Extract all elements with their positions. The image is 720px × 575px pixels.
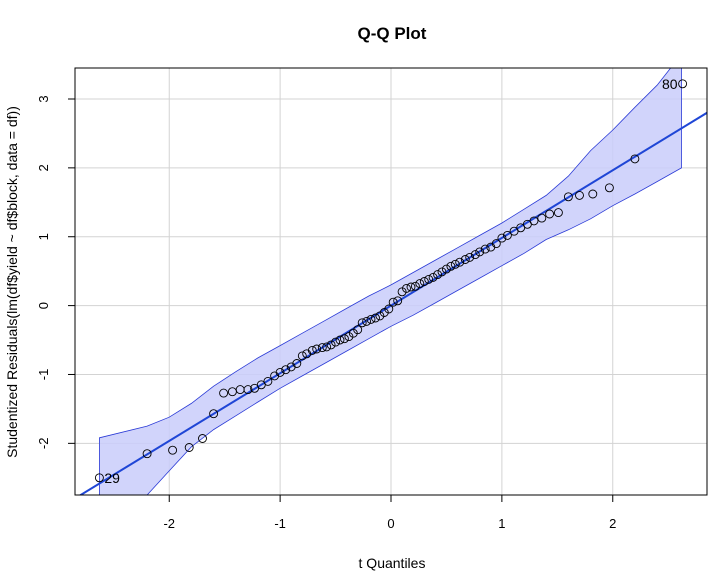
data-point xyxy=(537,213,547,223)
x-axis-ticks: -2 -1 0 1 2 xyxy=(163,495,616,531)
data-point xyxy=(339,334,349,344)
x-tick-label: -2 xyxy=(163,516,175,531)
data-point xyxy=(678,79,688,89)
y-axis-ticks: -2 -1 0 1 2 3 xyxy=(36,95,75,449)
data-point xyxy=(219,388,229,398)
confidence-band xyxy=(99,68,682,495)
data-point xyxy=(441,264,451,274)
data-point xyxy=(335,335,345,345)
data-point xyxy=(322,342,332,352)
data-point xyxy=(437,267,447,277)
data-point xyxy=(243,385,253,395)
data-point xyxy=(545,209,555,219)
data-point xyxy=(406,282,416,292)
y-axis-title: Studentized Residuals(lm(df$yield ~ df$b… xyxy=(4,106,20,458)
data-point xyxy=(529,216,539,226)
data-point xyxy=(630,154,640,164)
data-point xyxy=(465,252,475,262)
y-tick-label: 1 xyxy=(36,233,51,240)
data-point xyxy=(491,239,501,249)
x-axis-title: t Quantiles xyxy=(359,555,426,571)
x-tick-label: -1 xyxy=(274,516,286,531)
data-point xyxy=(353,325,363,335)
chart-title: Q-Q Plot xyxy=(358,24,427,43)
data-point xyxy=(292,359,302,368)
y-tick-label: -2 xyxy=(36,438,51,450)
data-point xyxy=(384,304,394,314)
point-label: 29 xyxy=(104,470,120,486)
data-point xyxy=(307,345,317,355)
data-point xyxy=(419,277,429,286)
data-point xyxy=(428,272,438,282)
data-point xyxy=(297,351,307,361)
data-point xyxy=(393,296,403,306)
data-point xyxy=(263,376,273,386)
confidence-band-area xyxy=(99,68,682,495)
y-tick-label: 0 xyxy=(36,302,51,309)
point-labels: 29 80 xyxy=(104,76,677,486)
x-tick-label: 0 xyxy=(387,516,394,531)
data-point xyxy=(281,365,291,375)
data-point xyxy=(553,208,563,218)
y-tick-label: 2 xyxy=(36,164,51,171)
x-tick-label: 1 xyxy=(498,516,505,531)
data-point xyxy=(317,343,327,353)
data-point xyxy=(455,257,465,267)
data-point xyxy=(415,279,425,289)
data-point xyxy=(450,259,460,269)
data-point xyxy=(475,247,485,257)
data-point xyxy=(460,255,470,264)
data-point xyxy=(275,367,285,377)
data-point xyxy=(357,318,367,328)
data-point xyxy=(198,434,207,443)
data-point xyxy=(362,316,372,326)
y-tick-label: 3 xyxy=(36,95,51,102)
data-point xyxy=(371,313,380,323)
x-tick-label: 2 xyxy=(609,516,616,531)
data-point xyxy=(402,283,411,293)
data-point xyxy=(142,449,152,459)
data-point xyxy=(588,189,598,199)
data-point xyxy=(502,230,512,240)
point-label: 80 xyxy=(662,76,678,92)
data-point xyxy=(446,261,456,271)
data-point xyxy=(410,281,420,291)
data-point xyxy=(366,314,376,324)
data-point xyxy=(168,445,178,455)
data-point xyxy=(424,274,434,284)
data-point xyxy=(326,340,336,350)
data-point xyxy=(379,308,389,317)
data-point xyxy=(312,344,322,354)
data-point xyxy=(497,233,507,243)
data-point xyxy=(563,192,573,202)
data-point xyxy=(480,244,490,254)
data-point xyxy=(604,183,614,193)
data-point xyxy=(184,443,194,452)
data-point xyxy=(433,270,443,280)
data-point xyxy=(94,473,104,483)
data-points xyxy=(94,79,688,483)
y-tick-label: -1 xyxy=(36,369,51,381)
data-point xyxy=(209,409,219,419)
data-point xyxy=(575,190,584,200)
data-point xyxy=(331,337,341,347)
data-point xyxy=(388,297,398,307)
data-point xyxy=(470,250,480,260)
